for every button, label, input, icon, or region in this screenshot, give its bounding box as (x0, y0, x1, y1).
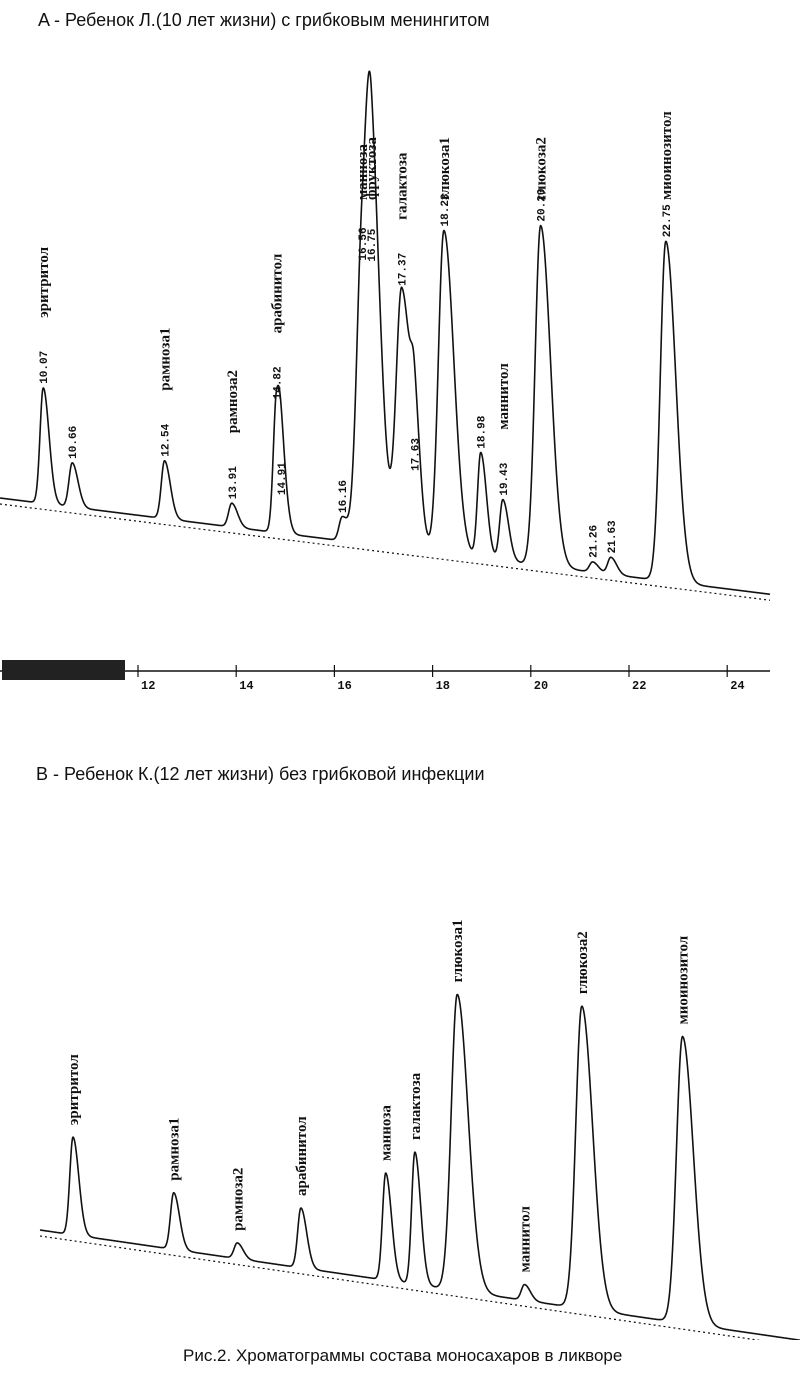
x-tick-label: 20 (534, 679, 548, 693)
baseline-a (0, 503, 771, 601)
x-tick-label: 14 (239, 679, 253, 693)
x-tick-label: 18 (436, 679, 450, 693)
retention-time-label: 19.43 (499, 462, 511, 495)
peak-name-label: глюкоза2 (575, 931, 591, 994)
peak-name-label: глюкоза2 (534, 137, 550, 200)
retention-time-label: 16.75 (367, 228, 379, 261)
x-tick-label: 22 (632, 679, 646, 693)
peak-name-label: арабинитол (294, 1116, 310, 1196)
retention-time-label: 14.91 (277, 462, 289, 495)
chromatogram-trace-a (0, 70, 771, 596)
peak-name-label: маннитол (518, 1205, 534, 1272)
peak-name-label: арабинитол (269, 253, 285, 333)
retention-time-label: 13.91 (228, 466, 240, 499)
retention-time-label: 14.82 (272, 366, 284, 399)
retention-time-label: 18.23 (440, 193, 452, 226)
x-tick-label: 16 (337, 679, 351, 693)
baseline-b (39, 1235, 762, 1340)
retention-time-label: 21.26 (589, 525, 601, 558)
peak-name-label: рамноза2 (225, 370, 241, 433)
axis-overprint-block (2, 660, 125, 680)
peak-name-label: рамноза1 (167, 1117, 183, 1180)
peak-name-label: манноза (355, 144, 371, 200)
peak-name-label: рамноза1 (158, 328, 174, 391)
retention-time-label: 22.75 (662, 204, 674, 237)
figure-caption: Рис.2. Хроматограммы состава моносахаров… (183, 1346, 623, 1365)
peak-name-label: глюкоза1 (450, 919, 466, 982)
chart-b-title: B - Ребенок К.(12 лет жизни) без грибков… (36, 764, 485, 784)
retention-time-label: 17.37 (398, 253, 410, 286)
peak-name-label: галактоза (395, 152, 411, 220)
peak-name-label: глюкоза1 (437, 137, 453, 200)
retention-time-label: 10.07 (39, 351, 51, 384)
peak-name-label: миоинозитол (676, 935, 692, 1024)
peak-name-label: эритритол (36, 246, 52, 317)
peak-name-label: рамноза2 (230, 1168, 246, 1231)
peak-name-label: галактоза (408, 1072, 424, 1140)
retention-time-label: 18.98 (477, 415, 489, 448)
chromatogram-b: эритритол рамноза1 рамноза2 арабинитол манно… (39, 919, 800, 1340)
peak-name-label: миоинозитол (659, 111, 675, 200)
retention-time-label: 17.63 (410, 438, 422, 471)
retention-time-label: 16.16 (338, 480, 350, 513)
chromatogram-a: эритритол 10.07 10.66 рамноза1 12.54 рамноза2… (0, 70, 771, 693)
peak-name-label: фруктоза (364, 137, 380, 200)
peak-name-label: маннитол (496, 363, 512, 430)
retention-time-label: 20.20 (537, 189, 549, 222)
chart-a-title: A - Ребенок Л.(10 лет жизни) с грибковым… (38, 10, 490, 30)
peak-name-label: манноза (379, 1105, 395, 1161)
retention-time-label: 16.56 (358, 227, 370, 260)
retention-time-label: 21.63 (607, 520, 619, 553)
retention-time-label: 10.66 (68, 426, 80, 459)
peak-name-label: эритритол (66, 1054, 82, 1125)
chromatogram-trace-b (39, 993, 800, 1340)
retention-time-label: 12.54 (161, 423, 173, 456)
x-tick-label: 12 (141, 679, 155, 693)
x-tick-label: 24 (730, 679, 744, 693)
